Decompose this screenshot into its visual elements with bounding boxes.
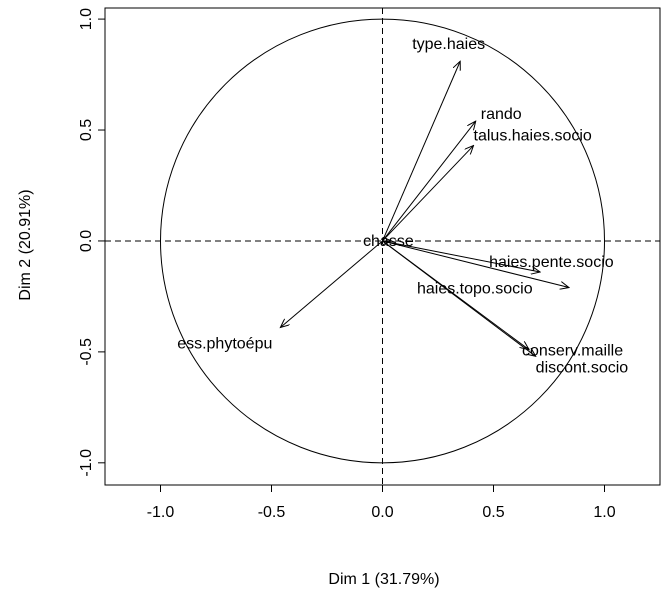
label-layer: -1.0 -0.5 0.0 0.5 1.0 -1.0 -0.5 0.0 0.5 1.0 type.h… (78, 8, 628, 521)
arrow-type-haies (382, 61, 461, 242)
y-axis-title: Dim 2 (20.91%) (17, 189, 34, 300)
arrow-ess-phyto-pu (280, 240, 383, 328)
y-tick-label: -1.0 (78, 449, 95, 477)
x-tick-label: -0.5 (258, 504, 286, 521)
variable-label-discont-socio: discont.socio (536, 359, 629, 376)
x-axis-title: Dim 1 (31.79%) (328, 571, 439, 588)
variable-label-type-haies: type.haies (412, 36, 485, 53)
x-tick-label: -1.0 (147, 504, 175, 521)
arrow-haies-pente-socio (382, 240, 541, 272)
plot-layer (98, 7, 661, 492)
x-tick-label: 0.5 (482, 504, 504, 521)
y-tick-label: 0.5 (78, 119, 95, 141)
variable-label-haies-topo-socio: haies.topo.socio (417, 281, 533, 298)
variable-label-talus-haies-socio: talus.haies.socio (474, 128, 592, 145)
x-tick-label: 1.0 (593, 504, 615, 521)
arrow-talus-haies-socio (382, 146, 474, 242)
arrow-rando (382, 121, 476, 242)
variable-label-haies-pente-socio: haies.pente.socio (489, 254, 614, 271)
variable-label-rando: rando (481, 106, 522, 123)
y-tick-label: -0.5 (78, 338, 95, 366)
variable-label-ess-phyto-pu: ess.phytoépu (177, 335, 272, 352)
y-tick-label: 0.0 (78, 230, 95, 252)
variable-label-conserv-maille: conserv.maille (522, 343, 623, 360)
variable-label-chasse: chasse (363, 233, 414, 250)
x-tick-label: 0.0 (371, 504, 393, 521)
arrow-discont-socio (382, 240, 536, 356)
y-tick-label: 1.0 (78, 8, 95, 30)
arrow-haies-topo-socio (382, 240, 569, 288)
